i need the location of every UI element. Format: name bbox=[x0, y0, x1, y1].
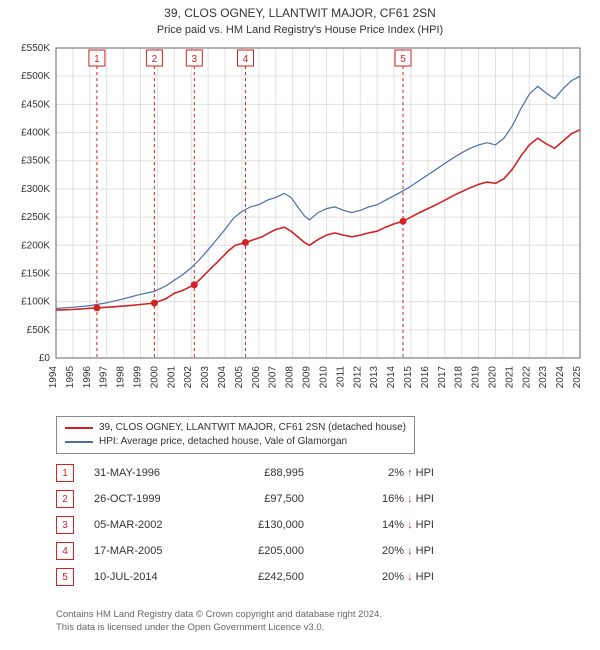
footer-line: This data is licensed under the Open Gov… bbox=[56, 621, 382, 634]
transaction-row: 5 10-JUL-2014£242,50020% ↓ HPI bbox=[56, 564, 434, 590]
svg-text:£200K: £200K bbox=[21, 240, 50, 251]
svg-text:2006: 2006 bbox=[251, 366, 262, 389]
page: 39, CLOS OGNEY, LLANTWIT MAJOR, CF61 2SN… bbox=[0, 0, 600, 650]
svg-text:£0: £0 bbox=[39, 353, 51, 364]
legend-color-swatch bbox=[65, 427, 93, 429]
trend-arrow-icon: ↓ bbox=[407, 545, 413, 557]
svg-text:1995: 1995 bbox=[65, 366, 76, 389]
svg-text:1997: 1997 bbox=[99, 366, 110, 389]
transaction-pct-vs-hpi: 20% ↓ HPI bbox=[304, 545, 434, 557]
svg-text:2013: 2013 bbox=[369, 366, 380, 389]
svg-text:2024: 2024 bbox=[555, 366, 566, 389]
svg-text:4: 4 bbox=[243, 54, 249, 65]
svg-text:£450K: £450K bbox=[21, 99, 50, 110]
legend-label: 39, CLOS OGNEY, LLANTWIT MAJOR, CF61 2SN… bbox=[99, 421, 406, 435]
chart-title: 39, CLOS OGNEY, LLANTWIT MAJOR, CF61 2SN bbox=[0, 6, 600, 20]
transaction-index-box: 3 bbox=[56, 516, 74, 534]
svg-text:2015: 2015 bbox=[403, 366, 414, 389]
svg-text:2021: 2021 bbox=[504, 366, 515, 389]
svg-text:£100K: £100K bbox=[21, 297, 50, 308]
trend-arrow-icon: ↓ bbox=[407, 519, 413, 531]
svg-text:1996: 1996 bbox=[82, 366, 93, 389]
svg-text:2010: 2010 bbox=[318, 366, 329, 389]
trend-arrow-icon: ↓ bbox=[407, 571, 413, 583]
legend-item: 39, CLOS OGNEY, LLANTWIT MAJOR, CF61 2SN… bbox=[65, 421, 406, 435]
transaction-price: £88,995 bbox=[204, 467, 304, 479]
svg-text:2002: 2002 bbox=[183, 366, 194, 389]
svg-text:£250K: £250K bbox=[21, 212, 50, 223]
svg-text:£350K: £350K bbox=[21, 156, 50, 167]
svg-text:£400K: £400K bbox=[21, 128, 50, 139]
svg-text:2008: 2008 bbox=[285, 366, 296, 389]
svg-text:2011: 2011 bbox=[335, 366, 346, 388]
transaction-price: £97,500 bbox=[204, 493, 304, 505]
svg-text:2007: 2007 bbox=[268, 366, 279, 389]
svg-text:1999: 1999 bbox=[133, 366, 144, 389]
svg-text:2020: 2020 bbox=[487, 366, 498, 389]
svg-text:2000: 2000 bbox=[149, 366, 160, 389]
transaction-row: 4 17-MAR-2005£205,00020% ↓ HPI bbox=[56, 538, 434, 564]
transaction-index-box: 2 bbox=[56, 490, 74, 508]
transaction-row: 3 05-MAR-2002£130,00014% ↓ HPI bbox=[56, 512, 434, 538]
svg-text:3: 3 bbox=[191, 54, 197, 65]
transaction-index-box: 1 bbox=[56, 464, 74, 482]
svg-text:1: 1 bbox=[94, 54, 100, 65]
transaction-index-box: 4 bbox=[56, 542, 74, 560]
svg-text:1994: 1994 bbox=[48, 366, 59, 389]
trend-arrow-icon: ↓ bbox=[407, 493, 413, 505]
transaction-pct-vs-hpi: 20% ↓ HPI bbox=[304, 571, 434, 583]
chart-legend: 39, CLOS OGNEY, LLANTWIT MAJOR, CF61 2SN… bbox=[56, 416, 415, 454]
transaction-index-box: 5 bbox=[56, 568, 74, 586]
svg-text:2014: 2014 bbox=[386, 366, 397, 389]
transaction-date: 10-JUL-2014 bbox=[94, 571, 204, 583]
price-chart: £0£50K£100K£150K£200K£250K£300K£350K£400… bbox=[56, 48, 580, 408]
svg-text:2017: 2017 bbox=[437, 366, 448, 389]
svg-text:2004: 2004 bbox=[217, 366, 228, 389]
svg-text:2012: 2012 bbox=[352, 366, 363, 389]
svg-text:2022: 2022 bbox=[521, 366, 532, 389]
svg-text:5: 5 bbox=[400, 54, 406, 65]
legend-color-swatch bbox=[65, 441, 93, 443]
svg-text:2: 2 bbox=[152, 54, 158, 65]
svg-text:2005: 2005 bbox=[234, 366, 245, 389]
transaction-date: 31-MAY-1996 bbox=[94, 467, 204, 479]
transaction-pct-vs-hpi: 2% ↑ HPI bbox=[304, 467, 434, 479]
transaction-price: £242,500 bbox=[204, 571, 304, 583]
svg-text:2003: 2003 bbox=[200, 366, 211, 389]
svg-text:2009: 2009 bbox=[302, 366, 313, 389]
footer: Contains HM Land Registry data © Crown c… bbox=[56, 608, 382, 634]
transaction-date: 05-MAR-2002 bbox=[94, 519, 204, 531]
transaction-price: £205,000 bbox=[204, 545, 304, 557]
svg-text:2025: 2025 bbox=[572, 366, 583, 389]
svg-text:£500K: £500K bbox=[21, 71, 50, 82]
svg-text:2023: 2023 bbox=[538, 366, 549, 389]
chart-subtitle: Price paid vs. HM Land Registry's House … bbox=[0, 24, 600, 36]
trend-arrow-icon: ↑ bbox=[407, 467, 413, 479]
transaction-row: 1 31-MAY-1996£88,9952% ↑ HPI bbox=[56, 460, 434, 486]
transactions-table: 131-MAY-1996£88,9952% ↑ HPI226-OCT-1999£… bbox=[56, 460, 434, 590]
svg-text:2016: 2016 bbox=[420, 366, 431, 389]
transaction-price: £130,000 bbox=[204, 519, 304, 531]
svg-text:2019: 2019 bbox=[471, 366, 482, 389]
legend-item: HPI: Average price, detached house, Vale… bbox=[65, 435, 406, 449]
legend-label: HPI: Average price, detached house, Vale… bbox=[99, 435, 347, 449]
transaction-date: 26-OCT-1999 bbox=[94, 493, 204, 505]
svg-text:£150K: £150K bbox=[21, 268, 50, 279]
svg-text:£50K: £50K bbox=[27, 325, 51, 336]
transaction-pct-vs-hpi: 16% ↓ HPI bbox=[304, 493, 434, 505]
svg-text:£300K: £300K bbox=[21, 184, 50, 195]
svg-text:2001: 2001 bbox=[166, 366, 177, 389]
transaction-pct-vs-hpi: 14% ↓ HPI bbox=[304, 519, 434, 531]
svg-text:2018: 2018 bbox=[454, 366, 465, 389]
footer-line: Contains HM Land Registry data © Crown c… bbox=[56, 608, 382, 621]
transaction-row: 2 26-OCT-1999£97,50016% ↓ HPI bbox=[56, 486, 434, 512]
svg-text:1998: 1998 bbox=[116, 366, 127, 389]
transaction-date: 17-MAR-2005 bbox=[94, 545, 204, 557]
svg-text:£550K: £550K bbox=[21, 43, 50, 54]
